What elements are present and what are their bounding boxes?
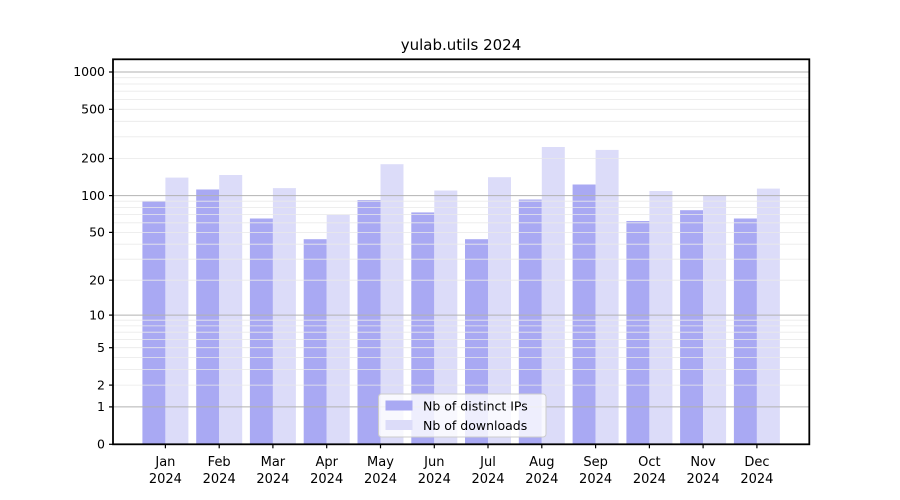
- y-tick-label: 200: [81, 151, 105, 166]
- plot-border: [112, 58, 811, 446]
- grid-layer: [113, 71, 810, 408]
- x-tick-label-month: Feb: [208, 455, 231, 470]
- y-tick-label: 5: [97, 340, 105, 355]
- y-tick-label: 50: [89, 225, 105, 240]
- bar-nb-of-distinct-ips-dec: [733, 218, 757, 445]
- x-tick-label-month: Apr: [315, 455, 338, 470]
- bar-nb-of-distinct-ips-sep: [572, 184, 596, 445]
- bar-nb-of-distinct-ips-nov: [680, 210, 704, 445]
- bar-nb-of-downloads-dec: [756, 188, 780, 445]
- legend-label-downloads: Nb of downloads: [423, 418, 527, 433]
- legend-box: [378, 393, 547, 438]
- x-tick-label-month: Sep: [583, 455, 608, 470]
- axis-layer: 0 1 2 5 10 20 50 100 200 500 1000 Jan 2024 Feb 2024 Mar…: [73, 64, 773, 487]
- bar-nb-of-downloads-may: [380, 164, 404, 445]
- bar-nb-of-downloads-apr: [326, 214, 350, 445]
- legend-swatch-downloads: [385, 420, 413, 430]
- legend-label-distinct-ips: Nb of distinct IPs: [423, 399, 528, 414]
- x-tick-label-year: 2024: [740, 472, 773, 487]
- bar-nb-of-downloads-mar: [272, 188, 296, 445]
- bar-nb-of-distinct-ips-may: [357, 200, 381, 445]
- x-tick-label-year: 2024: [687, 472, 720, 487]
- bars-layer: [142, 147, 780, 445]
- bar-nb-of-distinct-ips-jun: [411, 212, 435, 445]
- bar-nb-of-distinct-ips-oct: [626, 221, 650, 445]
- legend: Nb of distinct IPs Nb of downloads: [378, 393, 547, 438]
- x-tick-label-month: Jul: [479, 455, 496, 470]
- x-tick-label-year: 2024: [418, 472, 451, 487]
- bar-nb-of-distinct-ips-jan: [142, 201, 166, 445]
- x-tick-label-year: 2024: [149, 472, 182, 487]
- x-tick-label-year: 2024: [525, 472, 558, 487]
- x-tick-label-month: Aug: [529, 455, 554, 470]
- chart-title: yulab.utils 2024: [401, 36, 522, 54]
- y-tick-label: 20: [89, 272, 105, 287]
- y-tick-label: 1: [97, 399, 105, 414]
- y-tick-label: 100: [81, 188, 105, 203]
- x-tick-label-month: Jun: [423, 455, 444, 470]
- bar-nb-of-distinct-ips-mar: [249, 218, 273, 445]
- x-tick-label-month: Jan: [154, 455, 175, 470]
- x-tick-label-month: May: [367, 455, 394, 470]
- x-tick-label-year: 2024: [633, 472, 666, 487]
- y-tick-label: 500: [81, 102, 105, 117]
- bar-nb-of-downloads-nov: [703, 195, 727, 445]
- x-tick-label-year: 2024: [203, 472, 236, 487]
- bar-nb-of-downloads-oct: [649, 191, 673, 445]
- bar-nb-of-downloads-feb: [219, 175, 243, 445]
- x-tick-label-year: 2024: [471, 472, 504, 487]
- x-tick-label-month: Mar: [261, 455, 286, 470]
- x-tick-label-year: 2024: [256, 472, 289, 487]
- x-tick-label-month: Dec: [744, 455, 769, 470]
- y-tick-label: 2: [97, 377, 105, 392]
- bar-nb-of-distinct-ips-apr: [303, 239, 327, 445]
- y-tick-label: 10: [89, 307, 105, 322]
- bar-nb-of-distinct-ips-jul: [465, 239, 488, 445]
- bar-nb-of-downloads-jun: [434, 190, 458, 445]
- bar-nb-of-downloads-jan: [165, 177, 189, 445]
- y-tick-label: 1000: [73, 64, 105, 79]
- x-tick-label-month: Oct: [638, 455, 660, 470]
- y-tick-label: 0: [97, 437, 105, 452]
- x-tick-label-year: 2024: [364, 472, 397, 487]
- bar-nb-of-distinct-ips-aug: [518, 199, 542, 445]
- x-tick-label-year: 2024: [579, 472, 612, 487]
- bar-nb-of-distinct-ips-feb: [196, 189, 220, 445]
- legend-swatch-distinct-ips: [385, 400, 413, 411]
- x-tick-label-year: 2024: [310, 472, 343, 487]
- bar-nb-of-downloads-sep: [595, 149, 619, 445]
- x-tick-label-month: Nov: [690, 455, 716, 470]
